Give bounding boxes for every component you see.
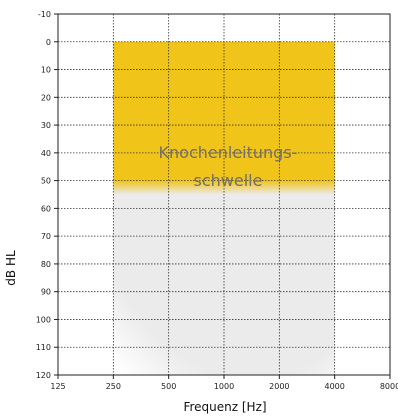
- y-tick-label: 120: [36, 371, 51, 380]
- y-tick-label: 90: [41, 288, 51, 297]
- y-tick-label: 30: [41, 121, 51, 130]
- x-tick-label: 1000: [214, 382, 234, 391]
- y-tick-label: -10: [38, 10, 51, 19]
- x-tick-label: 4000: [324, 382, 344, 391]
- x-axis-title: Frequenz [Hz]: [183, 400, 266, 414]
- y-tick-label: 50: [41, 177, 51, 186]
- region-label-line: schwelle: [194, 171, 263, 190]
- y-tick-label: 0: [46, 38, 51, 47]
- y-tick-label: 60: [41, 204, 51, 213]
- region-label-line: Knochenleitungs-: [159, 143, 298, 162]
- x-tick-label: 2000: [269, 382, 289, 391]
- y-tick-label: 70: [41, 232, 51, 241]
- region-bone-conduction-threshold: [113, 41, 335, 195]
- x-tick-label: 125: [50, 382, 65, 391]
- x-tick-label: 250: [106, 382, 121, 391]
- x-tick-label: 8000: [380, 382, 398, 391]
- y-tick-label: 20: [41, 93, 51, 102]
- x-tick-label: 500: [161, 382, 176, 391]
- y-tick-label: 100: [36, 315, 51, 324]
- y-tick-label: 80: [41, 260, 51, 269]
- y-tick-label: 10: [41, 66, 51, 75]
- y-tick-label: 110: [36, 343, 51, 352]
- y-axis-title: dB HL: [4, 250, 18, 286]
- y-tick-label: 40: [41, 149, 51, 158]
